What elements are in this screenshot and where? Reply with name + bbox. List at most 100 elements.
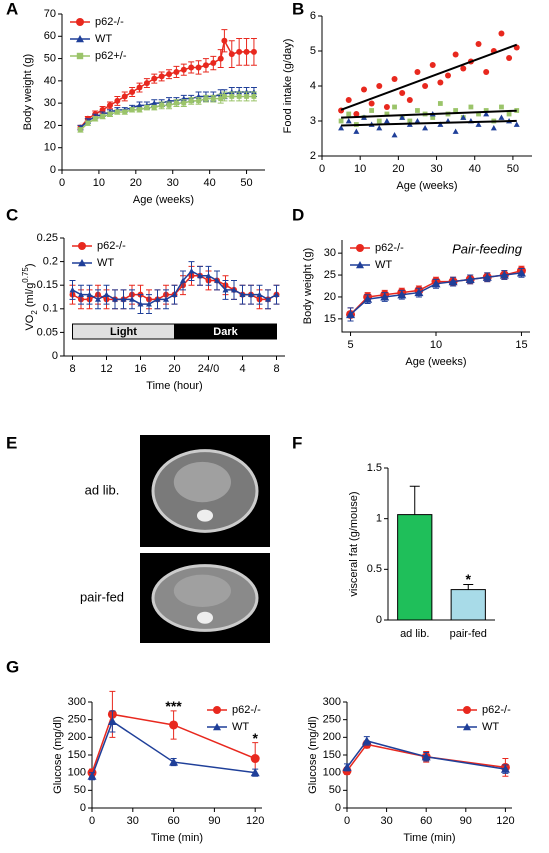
y-axis-label-part: 0.75	[21, 267, 30, 283]
legend-label: WT	[95, 33, 112, 45]
marker	[159, 102, 165, 108]
marker	[429, 62, 436, 68]
marker	[516, 268, 526, 277]
x-axis-label: Age (weeks)	[405, 356, 466, 368]
x-tick-label: 120	[496, 815, 514, 827]
marker	[197, 272, 203, 279]
marker	[250, 754, 260, 764]
marker	[421, 752, 431, 761]
marker	[345, 118, 352, 124]
y-tick-label: 150	[68, 749, 86, 761]
legend-marker	[213, 723, 221, 731]
marker	[129, 89, 136, 95]
x-tick-label: 90	[208, 815, 220, 827]
marker	[196, 98, 201, 104]
marker	[180, 66, 187, 73]
x-tick-label: 10	[93, 177, 105, 189]
y-tick-label: 1.5	[367, 462, 382, 474]
y-tick-label: 4	[310, 80, 316, 92]
marker	[151, 100, 158, 106]
marker	[414, 69, 421, 75]
y-tick-label: 0.05	[37, 326, 58, 338]
marker	[483, 108, 489, 113]
annotation: *	[252, 730, 258, 746]
marker	[414, 118, 421, 124]
series-line	[346, 740, 506, 770]
x-tick-label: 30	[380, 815, 392, 827]
marker	[399, 90, 406, 96]
marker	[188, 64, 195, 71]
y-tick-label: 150	[323, 749, 341, 761]
error-bar	[463, 584, 474, 590]
y-tick-label: 0.2	[43, 256, 58, 268]
marker	[452, 51, 459, 58]
image-label: ad lib.	[85, 482, 120, 497]
marker	[483, 69, 490, 75]
marker	[107, 716, 117, 726]
marker	[363, 294, 373, 303]
legend-marker	[356, 244, 364, 252]
y-tick-label: 50	[329, 784, 341, 796]
y-tick-label: 100	[323, 767, 341, 779]
y-axis-label: VO2 (ml/g0.75)	[21, 263, 39, 330]
y-axis-label-part: (ml/g	[24, 283, 36, 311]
y-tick-label: 200	[68, 731, 86, 743]
marker	[452, 128, 459, 134]
y-axis-label: Body weight (g)	[22, 54, 34, 130]
legend-marker	[76, 35, 84, 43]
marker	[136, 102, 143, 108]
y-tick-label: 10	[44, 142, 56, 154]
marker	[210, 96, 216, 102]
panel-label: A	[6, 0, 18, 18]
y-tick-label: 300	[323, 696, 341, 708]
series-line	[91, 720, 256, 777]
y-tick-label: 70	[44, 8, 56, 20]
legend-label: p62+/-	[95, 50, 127, 62]
y-axis-label-part: 2	[30, 310, 39, 315]
marker	[87, 771, 97, 780]
ct-organ	[173, 574, 231, 607]
trend-line	[341, 109, 517, 119]
y-tick-label: 30	[324, 247, 336, 259]
marker	[173, 68, 180, 75]
marker	[380, 292, 390, 301]
marker	[475, 41, 482, 47]
marker	[415, 108, 420, 113]
annotation: ***	[165, 698, 182, 714]
y-tick-label: 2	[310, 150, 316, 162]
x-tick-label: 12	[100, 363, 112, 375]
x-tick-label: 16	[134, 363, 146, 375]
legend-label: p62-/-	[97, 240, 126, 252]
marker	[143, 80, 150, 87]
x-tick-label: 0	[59, 177, 65, 189]
y-tick-label: 0.5	[367, 563, 382, 575]
marker	[231, 286, 237, 293]
x-axis-label: Time (hour)	[146, 380, 202, 392]
marker	[391, 76, 398, 82]
marker	[437, 79, 444, 86]
x-tick-label: 20	[392, 163, 404, 175]
marker	[353, 128, 360, 134]
x-tick-label: 50	[240, 177, 252, 189]
marker	[236, 94, 242, 99]
marker	[483, 111, 490, 117]
marker	[151, 75, 158, 82]
marker	[346, 309, 356, 319]
marker	[103, 291, 110, 298]
y-tick-label: 200	[323, 731, 341, 743]
marker	[498, 30, 505, 37]
x-axis-label: Time (min)	[403, 832, 455, 844]
marker	[392, 104, 397, 110]
error-bar	[409, 485, 420, 515]
annotation: *	[466, 571, 472, 587]
marker	[137, 107, 142, 113]
y-tick-label: 3	[310, 115, 316, 127]
x-tick-label: 50	[507, 163, 519, 175]
y-tick-label: 300	[68, 696, 86, 708]
time-band	[174, 323, 277, 340]
marker	[169, 720, 179, 730]
marker	[236, 48, 243, 55]
marker	[248, 291, 254, 298]
y-tick-label: 0.15	[37, 279, 58, 291]
x-tick-label: 20	[168, 363, 180, 375]
